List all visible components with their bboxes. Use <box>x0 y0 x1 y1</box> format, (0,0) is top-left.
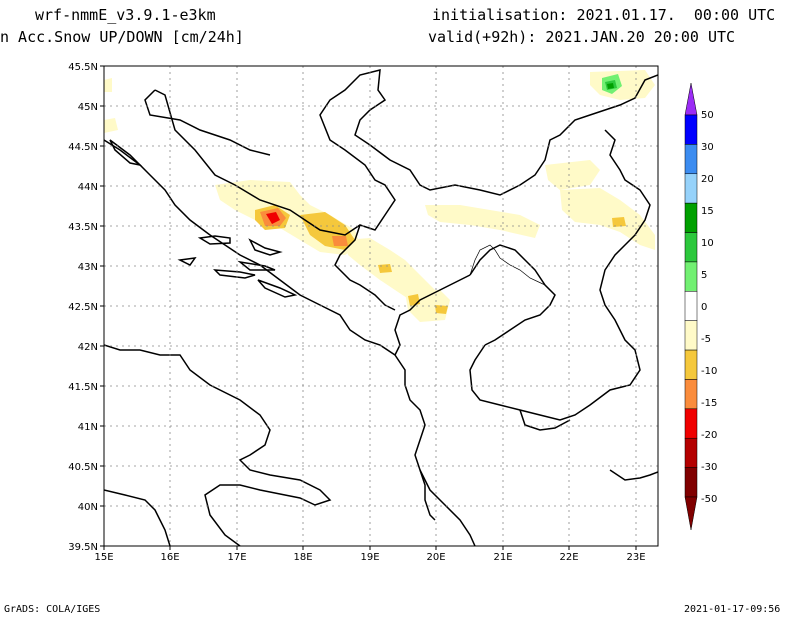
colorbar-top-arrow <box>684 82 698 116</box>
lon-label: 22E <box>559 552 578 563</box>
colorbar-swatch <box>684 379 698 410</box>
lat-label: 45N <box>78 102 98 113</box>
valid-time-text: valid(+92h): 2021.JAN.20 20:00 UTC <box>428 28 736 46</box>
colorbar-swatch <box>684 202 698 233</box>
grads-credit: GrADS: COLA/IGES <box>4 604 101 615</box>
colorbar-swatch <box>684 144 698 175</box>
lat-label: 42N <box>78 342 98 353</box>
colorbar-swatch <box>684 232 698 263</box>
lat-label: 41.5N <box>68 382 98 393</box>
lon-labels: 15E 16E 17E 18E 19E 20E 21E 22E 23E <box>94 552 645 563</box>
lat-label: 43N <box>78 262 98 273</box>
internal-borders <box>469 244 546 286</box>
colorbar-swatch <box>684 349 698 380</box>
lat-label: 41N <box>78 422 98 433</box>
colorbar-label: -15 <box>701 398 717 409</box>
lon-label: 16E <box>160 552 179 563</box>
colorbar-label: -5 <box>701 334 711 345</box>
colorbar-label: 50 <box>701 110 714 121</box>
lon-label: 21E <box>493 552 512 563</box>
variable-title: n Acc.Snow UP/DOWN [cm/24h] <box>0 28 244 46</box>
gridlines <box>104 66 658 546</box>
lat-label: 45.5N <box>68 62 98 73</box>
lon-label: 15E <box>94 552 113 563</box>
lat-label: 42.5N <box>68 302 98 313</box>
colorbar-label: -20 <box>701 430 717 441</box>
colorbar-swatch <box>684 320 698 351</box>
lat-labels: 45.5N 45N 44.5N 44N 43.5N 43N 42.5N 42N … <box>68 62 98 553</box>
footer-timestamp: 2021-01-17-09:56 <box>684 604 781 615</box>
lat-label: 44N <box>78 182 98 193</box>
lat-label: 43.5N <box>68 222 98 233</box>
lat-label: 39.5N <box>68 542 98 553</box>
colorbar-swatch <box>684 437 698 468</box>
lat-label: 40N <box>78 502 98 513</box>
colorbar-swatch <box>684 291 698 321</box>
model-title: wrf-nmmE_v3.9.1-e3km <box>35 6 216 24</box>
initialisation-text: initialisation: 2021.01.17. 00:00 UTC <box>432 6 776 24</box>
colorbar-label: -10 <box>701 366 717 377</box>
coastlines-borders <box>104 69 658 546</box>
colorbar-swatch <box>684 114 698 145</box>
lon-label: 17E <box>227 552 246 563</box>
colorbar-swatch <box>684 173 698 204</box>
colorbar-label: 20 <box>701 174 714 185</box>
lat-label: 44.5N <box>68 142 98 153</box>
lon-label: 19E <box>360 552 379 563</box>
colorbar-swatch <box>684 467 698 498</box>
colorbar-label: -50 <box>701 494 717 505</box>
colorbar-label: 15 <box>701 206 714 217</box>
lat-label: 40.5N <box>68 462 98 473</box>
colorbar-swatch <box>684 261 698 292</box>
lon-label: 20E <box>426 552 445 563</box>
lon-label: 23E <box>626 552 645 563</box>
snow-field <box>104 70 655 322</box>
colorbar-label: 10 <box>701 238 714 249</box>
colorbar-swatch <box>684 408 698 439</box>
colorbar-label: 30 <box>701 142 714 153</box>
colorbar-label: -30 <box>701 462 717 473</box>
colorbar-bottom-arrow <box>684 496 698 531</box>
lon-label: 18E <box>293 552 312 563</box>
colorbar-label: 5 <box>701 270 707 281</box>
axis-ticks <box>100 65 637 550</box>
colorbar-label: 0 <box>701 302 707 313</box>
